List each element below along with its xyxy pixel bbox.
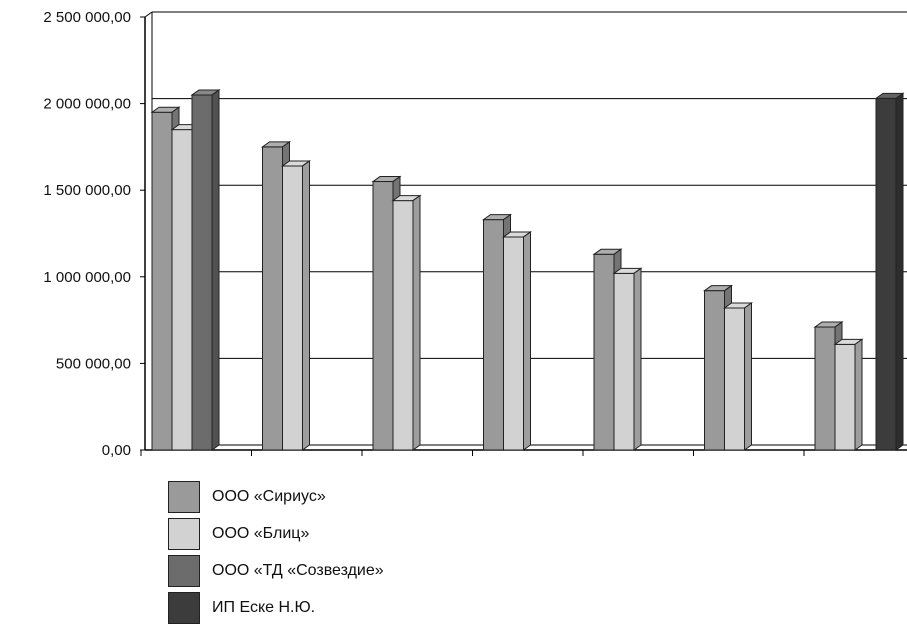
legend: ООО «Сириус» ООО «Блиц» ООО «ТД «Созвезд… — [168, 478, 384, 626]
bar-chart: 0,00 500 000,00 1 000 000,00 1 500 000,00 2 … — [43, 9, 907, 459]
legend-item-td-sozvezdie: ООО «ТД «Созвездие» — [168, 552, 384, 589]
bar-side — [211, 88, 220, 451]
bar — [593, 253, 615, 451]
chart-canvas: 0,00 500 000,00 1 000 000,00 1 500 000,00 2 … — [43, 9, 907, 459]
legend-item-sirius: ООО «Сириус» — [168, 478, 384, 515]
bar-side — [302, 159, 310, 451]
legend-swatch — [168, 554, 200, 587]
bar — [503, 236, 524, 451]
bar — [814, 326, 836, 451]
wall-top-edge — [144, 11, 153, 18]
bar-side — [895, 92, 904, 451]
y-tick-label: 500 000,00 — [56, 355, 131, 372]
bar — [834, 343, 856, 451]
bar-side — [523, 230, 531, 451]
bar — [724, 307, 745, 451]
bar — [483, 219, 504, 451]
bar — [191, 94, 213, 451]
legend-label: ООО «Блиц» — [212, 524, 310, 542]
bar-side — [854, 338, 863, 451]
bar — [392, 200, 414, 451]
bar-side — [744, 302, 752, 451]
legend-item-ip-eske: ИП Еске Н.Ю. — [168, 589, 384, 626]
bar — [613, 272, 635, 451]
legend-swatch — [168, 480, 200, 513]
y-tick-label: 1 000 000,00 — [43, 269, 131, 286]
y-tick-label: 2 000 000,00 — [43, 96, 131, 113]
legend-swatch — [168, 517, 200, 550]
bar — [151, 111, 173, 451]
bar — [171, 129, 193, 451]
bar — [704, 290, 725, 451]
legend-label: ООО «ТД «Созвездие» — [212, 561, 384, 579]
bar-side — [412, 194, 421, 451]
bar — [372, 181, 394, 451]
legend-swatch — [168, 591, 200, 624]
bar — [875, 97, 897, 451]
bar-side — [633, 267, 642, 451]
bar — [282, 165, 303, 451]
y-tick-label: 2 500 000,00 — [43, 9, 131, 26]
legend-label: ООО «Сириус» — [212, 487, 326, 505]
y-tick-label: 0,00 — [102, 442, 131, 459]
bar — [262, 146, 283, 451]
legend-label: ИП Еске Н.Ю. — [212, 598, 316, 616]
y-tick-label: 1 500 000,00 — [43, 182, 131, 199]
legend-item-blits: ООО «Блиц» — [168, 515, 384, 552]
